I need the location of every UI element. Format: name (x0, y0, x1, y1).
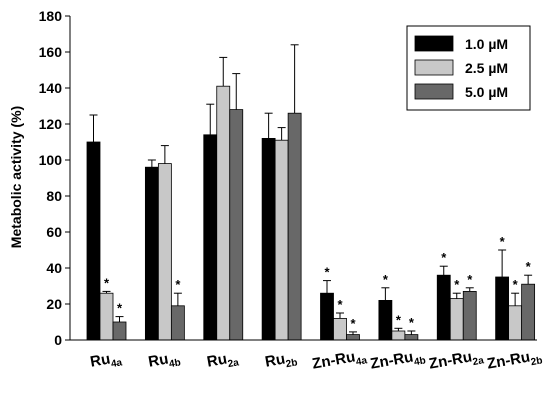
bar (99, 292, 114, 341)
y-tick-label: 40 (46, 260, 62, 276)
x-tick-label: Zn-Ru4b (369, 346, 427, 375)
x-tick-label: Zn-Ru2a (428, 346, 486, 375)
bar (287, 112, 302, 341)
significance-marker: * (383, 272, 389, 287)
significance-marker: * (350, 316, 356, 331)
significance-marker: * (513, 277, 519, 292)
bar (508, 305, 523, 341)
bar (144, 166, 159, 341)
bar-group: * * * * * * * * * * * * * * * (86, 44, 536, 341)
y-tick-label: 0 (54, 332, 62, 348)
significance-marker: * (337, 297, 343, 312)
significance-marker: * (175, 277, 181, 292)
y-tick-label: 100 (39, 152, 63, 168)
x-tick-label: Zn-Ru2b (486, 346, 544, 375)
significance-marker: * (454, 277, 460, 292)
bar (333, 317, 347, 341)
x-tick-label: Ru4a (89, 348, 124, 373)
significance-marker: * (396, 312, 402, 327)
bar (462, 290, 477, 341)
significance-marker: * (500, 234, 506, 249)
legend: 1.0 µM 2.5 µM 5.0 µM (406, 25, 531, 111)
bar (436, 274, 451, 341)
bar (157, 163, 172, 341)
y-tick-label: 60 (46, 224, 62, 240)
significance-marker: * (441, 250, 447, 265)
bar (449, 298, 464, 341)
y-tick-label: 160 (39, 44, 63, 60)
legend-swatch (414, 83, 454, 100)
significance-marker: * (526, 259, 532, 274)
bar (521, 283, 536, 341)
x-axis: Ru4a Ru4b Ru2a Ru2b Zn-Ru4a Zn-Ru4b Zn-Ru2a Zn-… (70, 339, 544, 375)
bar (391, 330, 406, 341)
x-tick-label: Ru2a (206, 348, 241, 373)
bar (216, 85, 231, 341)
y-tick-label: 120 (39, 116, 63, 132)
bar (229, 109, 244, 341)
x-tick-label: Zn-Ru4a (311, 346, 369, 375)
y-tick-label: 140 (39, 80, 63, 96)
y-tick-label: 180 (39, 8, 63, 24)
bar (274, 139, 289, 341)
legend-label: 2.5 µM (465, 60, 508, 76)
x-tick-label: Ru4b (147, 348, 182, 373)
significance-marker: * (467, 272, 473, 287)
legend-label: 5.0 µM (465, 84, 508, 100)
bar (378, 299, 393, 341)
x-tick-label: Ru2b (264, 348, 299, 373)
bar (203, 134, 218, 341)
y-axis: 0 20 40 60 80 100 120 140 160 180 (39, 8, 71, 348)
bar (404, 334, 419, 341)
bar (495, 276, 510, 341)
significance-marker: * (324, 265, 330, 280)
bar (112, 321, 127, 341)
legend-swatch (414, 59, 454, 76)
bar (261, 137, 276, 341)
bar (170, 305, 185, 341)
significance-marker: * (409, 315, 415, 330)
legend-swatch (414, 35, 454, 52)
significance-marker: * (104, 275, 110, 290)
legend-label: 1.0 µM (465, 36, 508, 52)
bar (86, 141, 101, 341)
y-tick-label: 80 (46, 188, 62, 204)
bar (346, 334, 360, 341)
y-axis-title: Metabolic activity (%) (8, 106, 24, 248)
y-tick-label: 20 (46, 296, 62, 312)
significance-marker: * (117, 301, 123, 316)
bar (320, 292, 334, 341)
